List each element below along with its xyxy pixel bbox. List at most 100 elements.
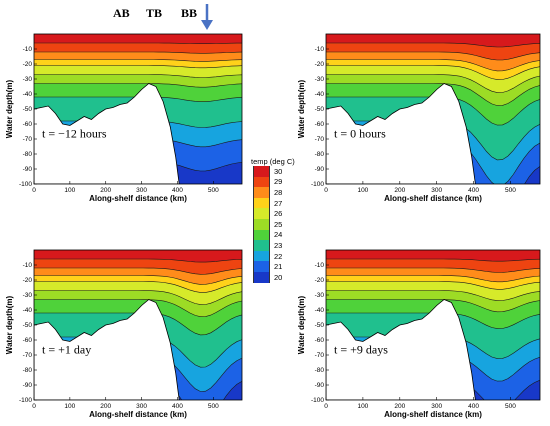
isotherm-line (326, 42, 540, 48)
y-tick-label: -50 (315, 322, 325, 329)
legend-row: 26 (253, 208, 301, 219)
legend-swatch (253, 208, 270, 219)
legend-swatch (253, 197, 270, 209)
panel-4: -10 -20 -30 -40 -50 -60 -70 -80 -90 -100 0 100 200 30… (278, 240, 550, 426)
isotherm-line (326, 281, 540, 290)
legend-level-label: 22 (274, 251, 283, 261)
legend-level-label: 27 (274, 198, 283, 208)
legend-row: 29 (253, 176, 301, 188)
y-tick-label: -60 (23, 121, 33, 128)
y-tick-label: -90 (23, 166, 33, 173)
legend-row: 21 (253, 261, 301, 272)
legend-swatch (253, 261, 270, 272)
y-tick-label: -80 (315, 151, 325, 158)
x-tick-label: 400 (468, 403, 479, 410)
temperature-legend: temp (deg C) 30 29 28 27 26 25 24 23 22 21 20 (251, 157, 301, 283)
isotherm-line (34, 74, 242, 78)
legend-level-label: 23 (274, 240, 283, 250)
temperature-field (34, 250, 242, 400)
y-tick-label: -10 (23, 46, 33, 53)
isotherm-line (326, 51, 540, 61)
legend-swatch (253, 176, 270, 188)
seafloor (34, 83, 180, 184)
legend-row: 30 (253, 166, 301, 177)
site-label-tb: TB (146, 6, 163, 20)
legend-level-label: 28 (274, 187, 283, 197)
legend-row: 22 (253, 250, 301, 262)
isotherm-line (326, 65, 540, 80)
y-tick-label: -80 (315, 367, 325, 374)
legend-row: 27 (253, 197, 301, 209)
legend-row: 23 (253, 240, 301, 251)
y-tick-label: -80 (23, 367, 33, 374)
y-tick-label: -40 (23, 307, 33, 314)
isotherm-line (34, 290, 242, 305)
x-tick-label: 100 (64, 403, 75, 410)
y-tick-label: -70 (23, 136, 33, 143)
y-tick-label: -90 (315, 382, 325, 389)
x-tick-label: 0 (324, 403, 328, 410)
y-tick-label: -100 (311, 397, 324, 404)
legend-level-label: 29 (274, 177, 283, 187)
y-tick-label: -90 (23, 382, 33, 389)
isotherm-line (326, 267, 540, 273)
legend-swatch (253, 187, 270, 198)
isotherm-line (34, 65, 242, 69)
time-label: t = 0 hours (334, 127, 386, 141)
temperature-field (326, 34, 540, 184)
isotherm-line (326, 275, 540, 283)
y-tick-label: -100 (311, 181, 324, 188)
seafloor (326, 299, 476, 400)
temperature-field (326, 250, 540, 400)
y-axis-label: Water depth(m) (5, 79, 14, 138)
isotherm-line (326, 59, 540, 72)
y-tick-label: -70 (315, 136, 325, 143)
legend-level-label: 26 (274, 209, 283, 219)
y-tick-label: -20 (23, 61, 33, 68)
y-axis-label: Water depth(m) (297, 295, 306, 354)
seafloor (326, 83, 476, 184)
isotherm-line (326, 83, 540, 106)
time-label: t = +9 days (334, 343, 388, 357)
x-tick-label: 500 (505, 403, 516, 410)
y-tick-label: -60 (315, 337, 325, 344)
legend-level-label: 24 (274, 230, 283, 240)
legend-level-label: 25 (274, 219, 283, 229)
legend-swatch (253, 229, 270, 241)
legend-swatch (253, 271, 270, 283)
y-tick-label: -10 (315, 262, 325, 269)
y-tick-label: -50 (23, 106, 33, 113)
y-tick-label: -70 (315, 352, 325, 359)
x-axis-label: Along-shelf distance (km) (89, 194, 187, 203)
temperature-band (326, 34, 540, 47)
y-axis-label: Water depth(m) (297, 79, 306, 138)
isotherm-line (34, 281, 242, 293)
legend-scale: 30 29 28 27 26 25 24 23 22 21 20 (253, 166, 301, 283)
x-tick-label: 0 (324, 187, 328, 194)
isotherm-line (34, 275, 242, 285)
isotherm-line (34, 42, 242, 44)
down-arrow-icon (201, 4, 213, 30)
temperature-band (34, 34, 242, 44)
y-tick-label: -40 (315, 91, 325, 98)
legend-level-label: 30 (274, 166, 283, 176)
y-tick-label: -50 (315, 106, 325, 113)
time-label: t = −12 hours (42, 127, 107, 141)
isotherm-line (34, 267, 242, 275)
legend-swatch (253, 250, 270, 262)
isotherm-line (326, 74, 540, 93)
x-tick-label: 0 (32, 403, 36, 410)
temperature-field (34, 34, 242, 184)
legend-swatch (253, 166, 270, 177)
x-axis-label: Along-shelf distance (km) (89, 410, 187, 419)
panel-1: -10 -20 -30 -40 -50 -60 -70 -80 -90 -100 0 100 200 30… (0, 26, 250, 211)
seafloor (34, 299, 180, 400)
y-tick-label: -100 (19, 181, 32, 188)
y-tick-label: -30 (23, 292, 33, 299)
legend-row: 25 (253, 218, 301, 230)
x-tick-label: 500 (208, 187, 219, 194)
